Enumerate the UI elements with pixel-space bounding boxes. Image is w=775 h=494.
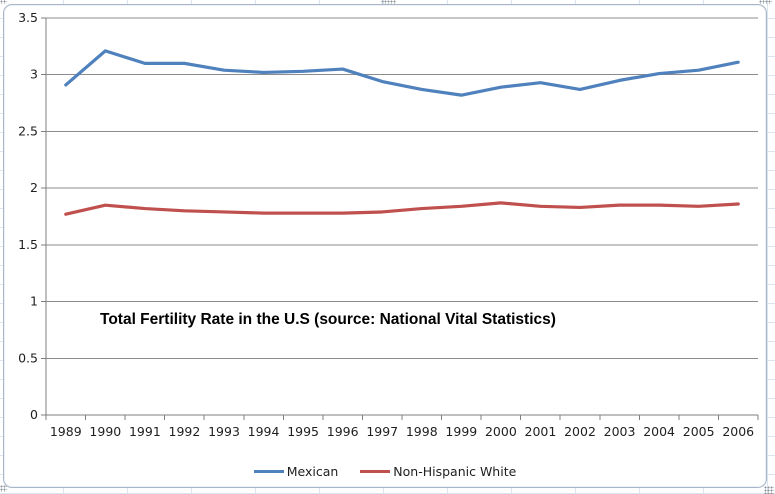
legend-line-swatch-non-hispanic-white [360, 469, 391, 473]
chart-resize-handle-top-right[interactable] [759, 0, 772, 4]
y-axis-label: 2.5 [18, 123, 38, 138]
y-axis-label: 1 [30, 294, 38, 309]
x-axis-label: 2003 [604, 424, 636, 439]
y-axis-label: 1.5 [18, 237, 38, 252]
legend-label-non-hispanic-white: Non-Hispanic White [393, 463, 517, 479]
series-line-mexican[interactable] [64, 49, 740, 97]
chart-resize-handle-top[interactable] [381, 0, 396, 4]
x-axis-label: 1997 [366, 424, 398, 439]
chart-title: Total Fertility Rate in the U.S (source:… [100, 311, 556, 328]
y-axis-label: 3.5 [18, 10, 38, 25]
x-axis-label: 1995 [287, 424, 319, 439]
series-line-non-hispanic-white[interactable] [64, 201, 740, 216]
x-axis-label: 2001 [525, 424, 557, 439]
x-axis-label: 2004 [643, 424, 675, 439]
x-axis-label: 2000 [485, 424, 517, 439]
x-axis-label: 2002 [564, 424, 596, 439]
x-axis-label: 1998 [406, 424, 438, 439]
legend-item-non-hispanic-white[interactable]: Non-Hispanic White [360, 464, 516, 479]
chart-resize-handle-top-left[interactable] [0, 0, 7, 4]
chart-resize-handle-bottom-left[interactable] [0, 485, 7, 492]
line-chart-canvas: 0 0.5 1 1.5 2 2.5 3 3.5 1989 1990 1991 1992 1993 1994… [18, 10, 759, 439]
x-axis-label: 2006 [722, 424, 754, 439]
x-axis-label: 1994 [248, 424, 280, 439]
chart-resize-handle-bottom-right[interactable] [764, 486, 774, 494]
legend-item-mexican[interactable]: Mexican [253, 463, 339, 479]
x-axis-label: 1991 [129, 424, 161, 439]
y-axis-label: 0.5 [18, 350, 38, 365]
x-axis-label: 1999 [445, 424, 477, 439]
x-axis-label: 1993 [208, 424, 240, 439]
y-axis-label: 2 [30, 180, 38, 195]
legend: Mexican Non-Hispanic White [4, 461, 766, 481]
x-axis-label: 1990 [89, 424, 121, 439]
legend-label-mexican: Mexican [286, 463, 339, 479]
chart-area[interactable]: 0 0.5 1 1.5 2 2.5 3 3.5 1989 1990 1991 1992 1993 1994… [3, 4, 767, 488]
x-axis-label: 1992 [169, 424, 201, 439]
x-axis-label: 1996 [327, 424, 359, 439]
x-axis-label: 1989 [50, 424, 82, 439]
x-axis-label: 2005 [683, 424, 715, 439]
y-axis-label: 3 [30, 67, 38, 82]
legend-line-swatch-mexican [253, 469, 284, 473]
y-axis-label: 0 [30, 407, 38, 422]
